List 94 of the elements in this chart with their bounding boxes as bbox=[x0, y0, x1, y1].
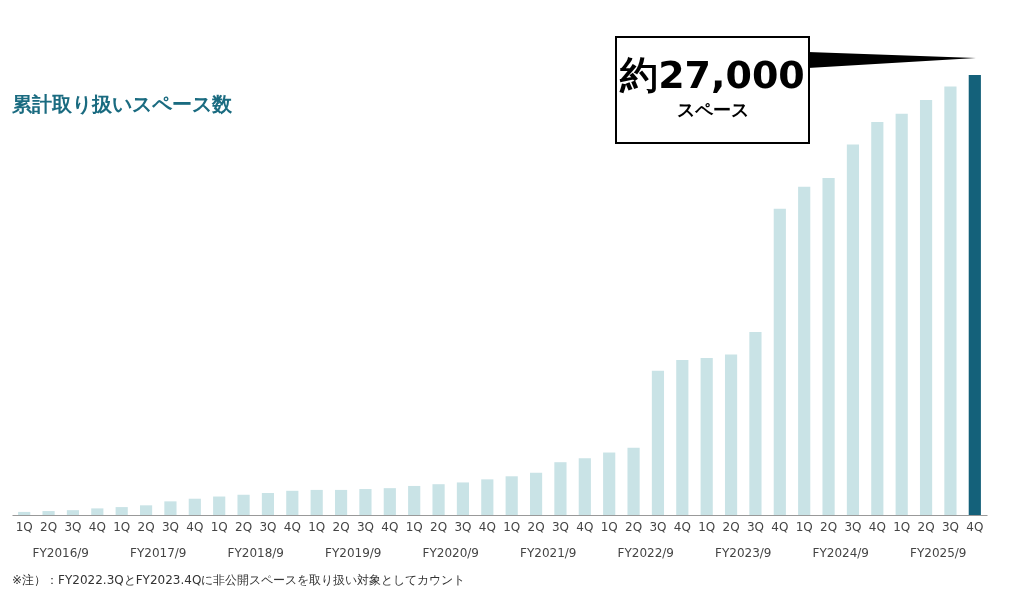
bar bbox=[822, 177, 835, 515]
text: FY2020/9 bbox=[422, 546, 479, 560]
bar bbox=[18, 511, 31, 515]
x-tick-label: 4Q bbox=[88, 519, 106, 534]
bar bbox=[213, 496, 226, 515]
text: ※注）：FY2022.3QとFY2023.4Qに非公開スペースを取り扱い対象としてカウント bbox=[12, 572, 466, 589]
x-tick-label: 2Q bbox=[722, 519, 740, 534]
x-tick-label: 3Q bbox=[649, 519, 667, 534]
text: FY2018/9 bbox=[227, 546, 284, 560]
bar bbox=[286, 490, 299, 515]
bar bbox=[164, 501, 177, 515]
bar bbox=[773, 208, 786, 515]
bar bbox=[408, 485, 421, 515]
x-tick-label: 4Q bbox=[868, 519, 886, 534]
bar bbox=[91, 508, 104, 515]
bar bbox=[115, 507, 128, 515]
text: FY2019/9 bbox=[325, 546, 382, 560]
x-tick-label: 4Q bbox=[966, 519, 984, 534]
bar bbox=[529, 472, 543, 515]
x-tick-label: 4Q bbox=[771, 519, 789, 534]
bar bbox=[237, 494, 250, 515]
bar bbox=[334, 489, 348, 515]
text: FY2017/9 bbox=[130, 546, 187, 560]
x-tick-label: 2Q bbox=[430, 519, 448, 534]
x-tick-label: 4Q bbox=[381, 519, 399, 534]
bar bbox=[66, 510, 80, 515]
x-tick-label: 4Q bbox=[478, 519, 496, 534]
x-tick-label: 3Q bbox=[259, 519, 277, 534]
bar bbox=[261, 493, 275, 515]
text: FY2022/9 bbox=[617, 546, 674, 560]
x-tick-label: 1Q bbox=[698, 519, 716, 534]
x-tick-label: 1Q bbox=[15, 519, 33, 534]
text: FY2023/9 bbox=[715, 546, 772, 560]
x-tick-label: 2Q bbox=[137, 519, 155, 534]
bar bbox=[919, 100, 933, 515]
bar bbox=[42, 511, 55, 515]
bar bbox=[798, 186, 811, 515]
bar bbox=[505, 476, 518, 515]
x-tick-label: 1Q bbox=[113, 519, 131, 534]
text: 累計取り扱いスペース数 bbox=[11, 92, 233, 116]
bar bbox=[968, 75, 981, 515]
x-tick-label: 4Q bbox=[186, 519, 204, 534]
callout-box: 約27,000 スペース bbox=[615, 36, 810, 144]
x-tick-label: 2Q bbox=[527, 519, 545, 534]
text: FY2024/9 bbox=[812, 546, 869, 560]
x-tick-label: 2Q bbox=[332, 519, 350, 534]
x-tick-label: 1Q bbox=[308, 519, 326, 534]
bar bbox=[188, 498, 201, 515]
x-tick-label: 2Q bbox=[820, 519, 838, 534]
x-tick-label: 1Q bbox=[503, 519, 521, 534]
bar bbox=[554, 462, 567, 515]
bar bbox=[383, 488, 396, 515]
x-tick-label: 3Q bbox=[941, 519, 959, 534]
x-tick-label: 1Q bbox=[893, 519, 911, 534]
x-tick-label: 3Q bbox=[64, 519, 82, 534]
x-tick-label: 2Q bbox=[235, 519, 253, 534]
x-tick-label: 1Q bbox=[600, 519, 618, 534]
bar bbox=[481, 479, 494, 515]
x-tick-label: 3Q bbox=[551, 519, 569, 534]
bar bbox=[139, 505, 153, 515]
bar bbox=[700, 357, 713, 515]
x-tick-label: 3Q bbox=[746, 519, 764, 534]
bar bbox=[310, 489, 323, 515]
bar bbox=[603, 452, 616, 515]
text: FY2016/9 bbox=[32, 546, 89, 560]
bar bbox=[749, 331, 762, 515]
x-tick-label: 4Q bbox=[576, 519, 594, 534]
x-tick-label: 1Q bbox=[405, 519, 423, 534]
bar bbox=[432, 484, 445, 515]
bar bbox=[871, 122, 884, 515]
x-tick-label: 3Q bbox=[356, 519, 374, 534]
bar bbox=[359, 489, 372, 515]
x-tick-label: 3Q bbox=[454, 519, 472, 534]
x-tick-label: 3Q bbox=[161, 519, 179, 534]
bar bbox=[724, 354, 738, 515]
x-tick-label: 1Q bbox=[210, 519, 228, 534]
x-tick-label: 3Q bbox=[844, 519, 862, 534]
x-tick-label: 2Q bbox=[917, 519, 935, 534]
x-tick-label: 4Q bbox=[673, 519, 691, 534]
text: FY2021/9 bbox=[520, 546, 577, 560]
x-tick-label: 2Q bbox=[625, 519, 643, 534]
annotation: 約27,000 スペース bbox=[618, 52, 806, 122]
bar bbox=[456, 482, 470, 515]
bar bbox=[676, 360, 689, 515]
bar bbox=[846, 144, 860, 515]
text: FY2025/9 bbox=[910, 546, 967, 560]
bar bbox=[578, 458, 591, 515]
bar bbox=[944, 86, 957, 515]
bar bbox=[651, 370, 665, 515]
bar bbox=[895, 113, 908, 515]
x-tick-label: 4Q bbox=[283, 519, 301, 534]
x-tick-label: 2Q bbox=[40, 519, 58, 534]
x-tick-label: 1Q bbox=[795, 519, 813, 534]
bar bbox=[627, 447, 640, 515]
